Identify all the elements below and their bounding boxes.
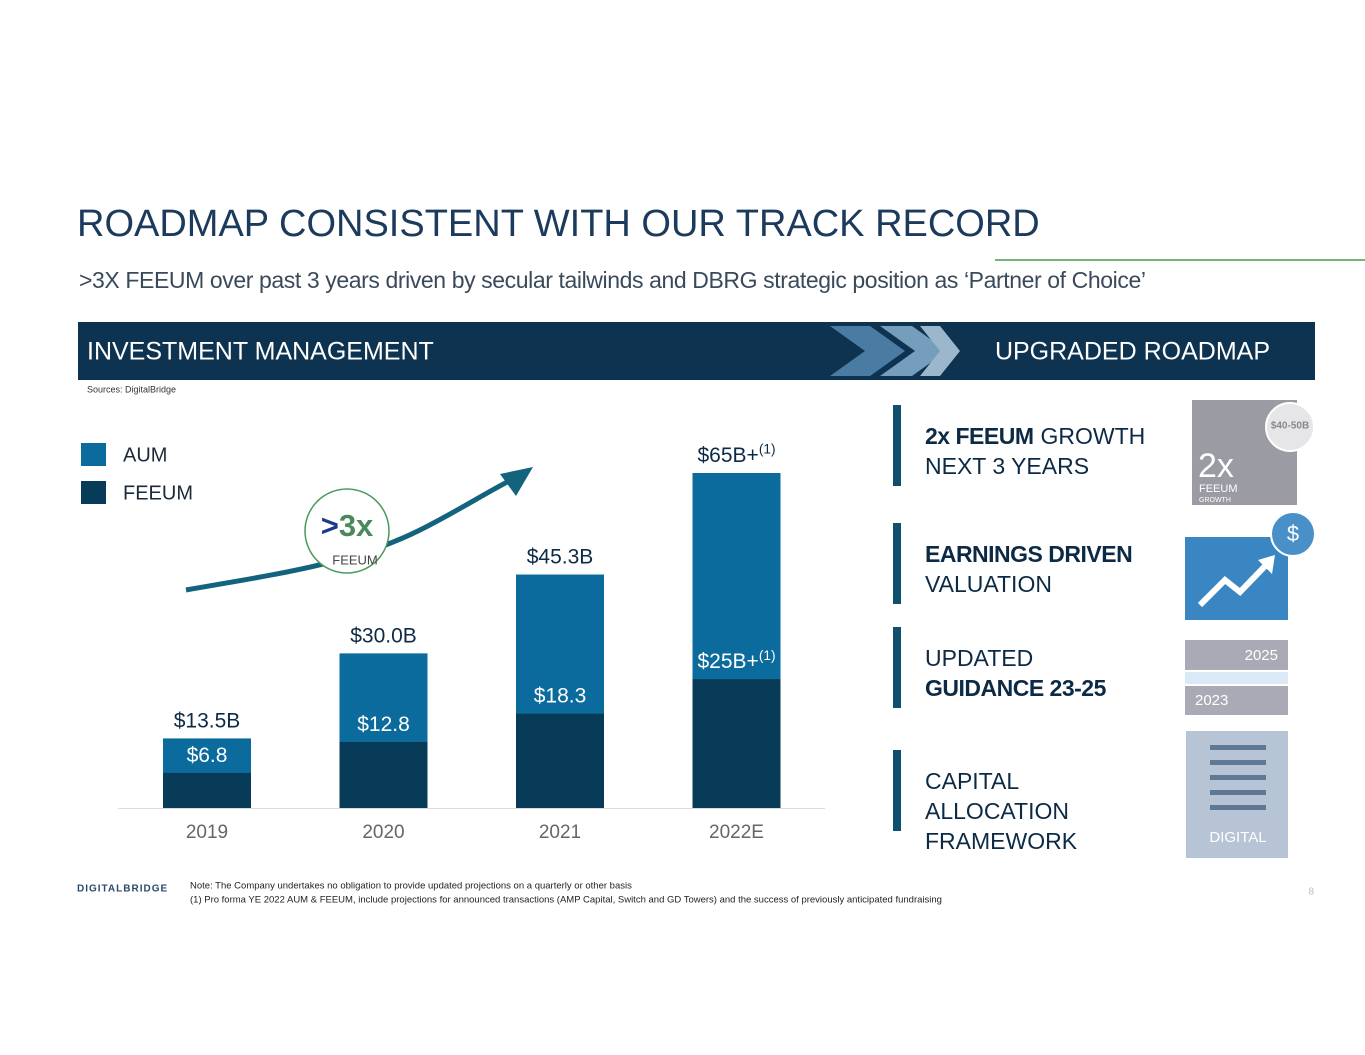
roadmap-line: GUIDANCE 23-25 (925, 675, 1107, 701)
icon-year: 2023 (1195, 692, 1228, 709)
annotation-multiple: >3x (321, 508, 374, 543)
subtitle: >3X FEEUM over past 3 years driven by se… (79, 267, 1146, 293)
icon-earnings (1185, 537, 1288, 620)
roadmap-text: VALUATION (925, 571, 1052, 597)
page-number: 8 (1308, 887, 1314, 898)
arrow-head (500, 467, 533, 496)
roadmap-bar (893, 627, 901, 708)
roadmap-text: ALLOCATION (925, 798, 1069, 824)
value-label: $18.3 (534, 684, 587, 707)
bar (692, 679, 781, 808)
icon-digital-rows (1210, 745, 1266, 810)
icon-multiple-label: GROWTH (1199, 497, 1231, 504)
annotation-symbol: > (321, 508, 339, 543)
value-label-text: $30.0B (350, 624, 417, 647)
icon-strip (1185, 672, 1288, 684)
value-label-note: (1) (759, 441, 776, 456)
value-label: $12.8 (357, 713, 410, 736)
roadmap-line: ALLOCATION (925, 798, 1069, 824)
title: ROADMAP CONSISTENT WITH OUR TRACK RECORD (77, 203, 1040, 245)
roadmap-text: GROWTH (1040, 423, 1145, 449)
legend-swatch (81, 481, 106, 504)
footnote: (1) Pro forma YE 2022 AUM & FEEUM, inclu… (190, 895, 942, 906)
x-tick-label: 2020 (362, 822, 404, 843)
roadmap-text: FRAMEWORK (925, 828, 1078, 854)
value-label: $13.5B (174, 709, 241, 732)
value-label-text: $18.3 (534, 684, 587, 707)
x-tick-label: 2021 (539, 822, 581, 843)
banner (78, 322, 1315, 380)
value-label-text: $6.8 (187, 744, 228, 767)
value-label: $30.0B (350, 624, 417, 647)
icon-year: 2025 (1245, 647, 1278, 664)
logo: DIGITALBRIDGE (77, 884, 168, 895)
roadmap-text: CAPITAL (925, 768, 1019, 794)
annotation-circle (304, 488, 390, 574)
value-label-text: $65B+ (698, 444, 759, 467)
roadmap-text: NEXT 3 YEARS (925, 453, 1089, 479)
annotation-label: FEEUM (332, 552, 378, 567)
bar (516, 713, 604, 808)
x-tick-label: 2019 (186, 822, 228, 843)
annotation-value: 3x (339, 508, 374, 543)
roadmap-text: EARNINGS DRIVEN (925, 541, 1132, 567)
roadmap-bar (893, 523, 901, 604)
icon-dollar-text: $ (1287, 521, 1299, 546)
roadmap-text: GUIDANCE 23-25 (925, 675, 1107, 701)
icon-badge (1265, 402, 1315, 452)
value-label-text: $12.8 (357, 713, 410, 736)
value-label: $65B+(1) (698, 441, 776, 466)
icon-badge-text: $40-50B (1271, 421, 1309, 432)
legend-swatch (81, 443, 106, 466)
value-label-text: $45.3B (527, 545, 594, 568)
roadmap-line: FRAMEWORK (925, 828, 1078, 854)
roadmap-bar (893, 750, 901, 831)
icon-digital-text: DIGITAL (1209, 829, 1266, 846)
chevrons (830, 326, 960, 376)
value-label: $6.8 (187, 744, 228, 767)
value-label-text: $13.5B (174, 709, 241, 732)
x-tick-label: 2022E (709, 822, 764, 843)
legend-label: AUM (123, 444, 167, 466)
roadmap-line: EARNINGS DRIVEN (925, 541, 1132, 567)
footnote: Note: The Company undertakes no obligati… (190, 881, 632, 892)
icon-dollar (1270, 511, 1316, 557)
value-label-text: $25B+ (698, 650, 759, 673)
icon-multiple: 2x (1198, 447, 1234, 485)
icon-trend-head (1258, 555, 1275, 574)
roadmap-text: 2x FEEUM (925, 423, 1033, 449)
value-label: $45.3B (527, 545, 594, 568)
roadmap-line: NEXT 3 YEARS (925, 453, 1089, 479)
roadmap-line: VALUATION (925, 571, 1052, 597)
icon-year-bar (1185, 686, 1288, 715)
roadmap-line: 2x FEEUM GROWTH (925, 423, 1145, 449)
value-label: $25B+(1) (698, 647, 776, 672)
bar (339, 742, 428, 808)
icon-multiple-label: FEEUM (1199, 483, 1238, 495)
banner-right: UPGRADED ROADMAP (995, 338, 1270, 366)
value-label-note: (1) (759, 647, 776, 662)
icon-trend (1197, 560, 1271, 608)
legend-label: FEEUM (123, 482, 193, 504)
roadmap-text: UPDATED (925, 645, 1033, 671)
roadmap-line: UPDATED (925, 645, 1033, 671)
roadmap-bar (893, 405, 901, 486)
growth-arrow (185, 475, 517, 593)
bar (163, 772, 251, 808)
icon-year-bar (1185, 640, 1288, 670)
banner-left: INVESTMENT MANAGEMENT (87, 338, 434, 366)
sources: Sources: DigitalBridge (87, 384, 176, 394)
roadmap-line: CAPITAL (925, 768, 1019, 794)
